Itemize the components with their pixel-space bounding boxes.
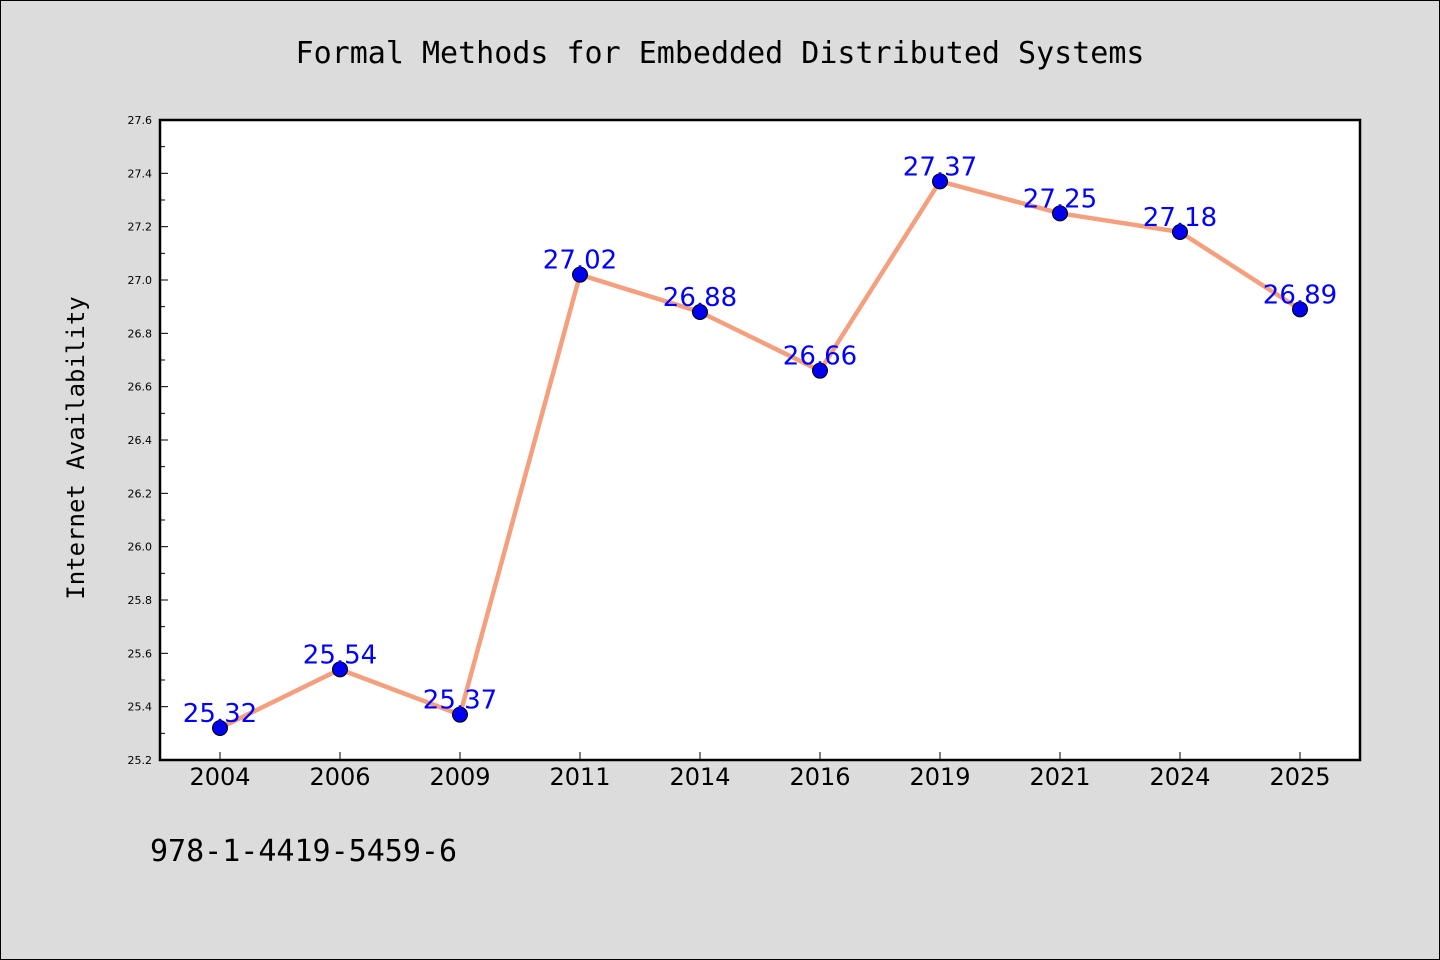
data-label: 27.18 <box>1143 203 1217 233</box>
data-point <box>932 173 948 190</box>
y-tick-label: 26.2 <box>128 487 153 500</box>
y-axis-label: Internet Availability <box>62 296 90 599</box>
data-point <box>692 304 708 320</box>
data-point <box>212 720 228 736</box>
x-tick-label: 2011 <box>549 763 610 791</box>
axis-ticks: 25.2 25.4 25.6 25.8 26.0 26.2 26.4 26.6 26.8 27.0… <box>128 114 1331 791</box>
data-label: 27.37 <box>903 152 977 182</box>
y-tick-label: 27.6 <box>128 114 153 127</box>
x-tick-label: 2009 <box>429 763 490 791</box>
data-point <box>1292 301 1308 318</box>
y-tick-label: 26.4 <box>128 434 153 447</box>
y-tick-label: 26.0 <box>128 541 153 554</box>
y-tick-label: 27.4 <box>128 167 153 180</box>
y-tick-label: 27.2 <box>128 221 153 234</box>
data-point <box>452 706 468 723</box>
x-tick-label: 2021 <box>1029 763 1090 791</box>
x-tick-label: 2004 <box>189 763 250 791</box>
y-tick-label: 25.4 <box>128 701 153 714</box>
x-tick-label: 2025 <box>1269 763 1330 791</box>
data-label-group: 25.32 25.54 25.37 27.02 26.88 26.66 27.37 27.25… <box>183 152 1337 729</box>
y-tick-label: 26.6 <box>128 381 153 394</box>
data-label: 25.37 <box>423 686 497 716</box>
data-label: 26.66 <box>783 342 857 372</box>
data-point <box>1052 205 1068 222</box>
y-tick-label: 25.2 <box>128 754 153 767</box>
data-point <box>332 661 348 678</box>
footnote-isbn: 978-1-4419-5459-6 <box>150 834 458 869</box>
data-point <box>572 266 588 283</box>
series-group <box>212 173 1308 736</box>
x-tick-label: 2016 <box>789 763 850 791</box>
x-tick-label: 2024 <box>1149 763 1210 791</box>
chart-title: Formal Methods for Embedded Distributed … <box>296 36 1145 71</box>
data-point <box>812 362 828 379</box>
data-label: 25.32 <box>183 699 257 729</box>
data-label: 26.88 <box>663 283 737 313</box>
x-tick-label: 2019 <box>909 763 970 791</box>
x-tick-label: 2014 <box>669 763 730 791</box>
data-label: 25.54 <box>303 640 377 670</box>
y-tick-label: 25.8 <box>128 594 153 607</box>
data-label: 27.25 <box>1023 184 1097 214</box>
y-tick-label: 27.0 <box>128 274 153 287</box>
x-tick-label: 2006 <box>309 763 370 791</box>
data-point <box>1172 224 1188 240</box>
y-tick-label: 26.8 <box>128 327 153 340</box>
data-label: 26.89 <box>1263 280 1337 310</box>
series-line <box>217 179 1303 731</box>
data-label: 27.02 <box>543 246 617 276</box>
y-tick-label: 25.6 <box>128 647 153 660</box>
